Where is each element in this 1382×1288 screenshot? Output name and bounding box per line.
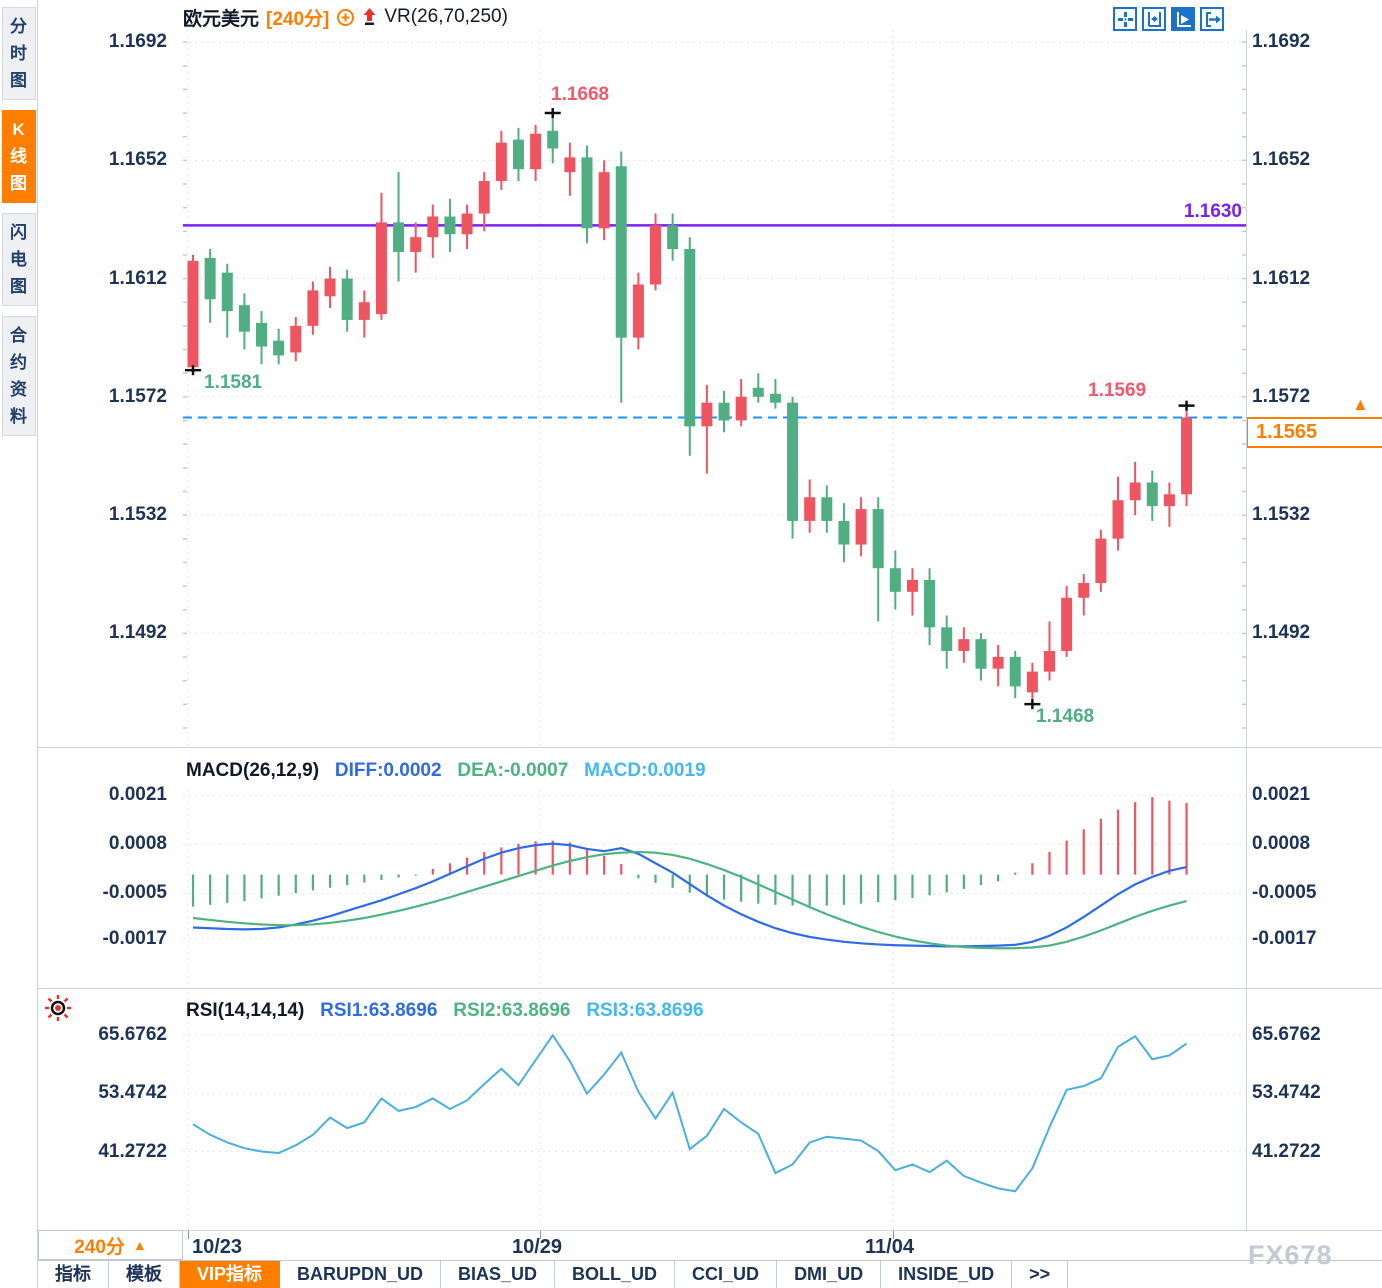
tab-BIAS_UD[interactable]: BIAS_UD <box>441 1261 556 1288</box>
chart-toolbar <box>1113 7 1224 31</box>
y-axis-label: 1.1572 <box>1252 385 1311 407</box>
price-annotation: 1.1581 <box>204 372 263 393</box>
y-axis-label: 1.1532 <box>1252 503 1311 525</box>
axis-range-icon[interactable] <box>1142 7 1166 31</box>
chart-header: 欧元美元 [240分] VR(26,70,250) <box>183 4 508 30</box>
tab-BOLL_UD[interactable]: BOLL_UD <box>555 1261 676 1288</box>
current-price-box: 1.1565 <box>1246 417 1382 449</box>
y-axis-label: -0.0005 <box>1252 882 1317 904</box>
price-annotation: 1.1468 <box>1036 706 1095 727</box>
y-axis-label: 1.1612 <box>108 267 167 289</box>
sidebar-item-闪电图[interactable]: 闪 电 图 <box>1 213 36 306</box>
y-axis-label: 0.0008 <box>1252 833 1311 855</box>
y-axis-label: 41.2722 <box>1252 1140 1321 1162</box>
rsi-header: RSI(14,14,14) RSI1:63.8696 RSI2:63.8696 … <box>186 1000 704 1022</box>
time-tick <box>540 1231 541 1239</box>
period-selector[interactable]: 240分 ▲ <box>38 1230 183 1260</box>
y-axis-label: 1.1532 <box>108 503 167 525</box>
period-label: 240分 <box>74 1236 125 1258</box>
y-axis-label: 53.4742 <box>1252 1082 1321 1104</box>
time-tick <box>188 1231 189 1239</box>
rsi-title: RSI(14,14,14) <box>186 1000 305 1021</box>
add-indicator-icon[interactable] <box>336 8 355 27</box>
time-axis-label: 10/29 <box>512 1236 563 1258</box>
rsi1-value: RSI1:63.8696 <box>320 1000 438 1021</box>
period-tag[interactable]: [240分] <box>266 8 330 30</box>
macd-dea-value: DEA:-0.0007 <box>457 760 569 781</box>
sidebar-item-K线图[interactable]: K 线 图 <box>1 110 36 203</box>
macd-value: MACD:0.0019 <box>584 760 706 781</box>
y-axis-label: 1.1692 <box>108 31 167 53</box>
y-axis-label: 65.6762 <box>1252 1023 1321 1045</box>
y-axis-label: 1.1652 <box>108 149 167 171</box>
y-axis-label: -0.0017 <box>102 927 167 949</box>
y-axis-label: 41.2722 <box>98 1140 167 1162</box>
watermark: FX678 <box>1248 1240 1333 1270</box>
macd-diff-value: DIFF:0.0002 <box>334 760 442 781</box>
tab-BARUPDN_UD[interactable]: BARUPDN_UD <box>280 1261 442 1288</box>
tab-INSIDE_UD[interactable]: INSIDE_UD <box>881 1261 1013 1288</box>
rsi2-value: RSI2:63.8696 <box>453 1000 571 1021</box>
y-axis-label: 1.1652 <box>1252 149 1311 171</box>
pan-icon[interactable] <box>1113 7 1137 31</box>
panel-divider <box>38 1230 1382 1231</box>
sidebar-item-分时图[interactable]: 分 时 图 <box>1 7 36 100</box>
time-axis-label: 11/04 <box>865 1236 914 1258</box>
macd-chart[interactable] <box>183 790 1246 986</box>
auto-follow-icon[interactable] <box>1171 7 1195 31</box>
view-switch-sidebar: 分 时 图 K 线 图闪 电 图合 约 资 料 <box>0 0 38 1288</box>
y-axis-label: 1.1692 <box>1252 31 1311 53</box>
rsi-chart[interactable] <box>183 992 1246 1230</box>
period-up-arrow-icon: ▲ <box>132 1237 147 1253</box>
tab-模板[interactable]: 模板 <box>109 1261 180 1288</box>
sidebar-item-合约资料[interactable]: 合 约 资 料 <box>1 316 36 436</box>
tab-指标[interactable]: 指标 <box>38 1261 109 1288</box>
main-candlestick-chart[interactable] <box>183 30 1246 747</box>
macd-header: MACD(26,12,9) DIFF:0.0002 DEA:-0.0007 MA… <box>186 760 706 782</box>
time-tick <box>893 1231 894 1239</box>
y-axis-label: 53.4742 <box>98 1082 167 1104</box>
price-up-arrow-icon: ▲ <box>1352 395 1369 415</box>
symbol-title: 欧元美元 <box>183 8 260 30</box>
y-axis-label: 0.0008 <box>108 833 167 855</box>
rsi3-value: RSI3:63.8696 <box>586 1000 704 1021</box>
overlay-indicator-label[interactable]: VR(26,70,250) <box>384 6 508 27</box>
panel-divider <box>38 747 1382 748</box>
tab-CCI_UD[interactable]: CCI_UD <box>675 1261 778 1288</box>
y-axis-label: 1.1572 <box>108 385 167 407</box>
y-axis-label: 1.1492 <box>1252 622 1311 644</box>
goto-latest-icon[interactable] <box>1200 7 1224 31</box>
right-axis-line <box>1246 30 1247 1230</box>
y-axis-label: 0.0021 <box>108 784 167 806</box>
tab-DMI_UD[interactable]: DMI_UD <box>777 1261 882 1288</box>
tab->>[interactable]: >> <box>1012 1261 1069 1288</box>
tab-VIP指标[interactable]: VIP指标 <box>180 1261 281 1288</box>
y-axis-label: -0.0005 <box>102 882 167 904</box>
price-annotation: 1.1569 <box>1088 380 1147 401</box>
indicator-tab-bar: 指标 模板 VIP指标 BARUPDN_UD BIAS_UD BOLL_UD CCI_UD D… <box>38 1260 1382 1288</box>
hline-price-label: 1.1630 <box>1183 201 1242 223</box>
vr-up-arrow-icon <box>362 7 377 28</box>
y-axis-label: 65.6762 <box>98 1023 167 1045</box>
indicator-settings-icon[interactable] <box>44 994 72 1022</box>
y-axis-label: -0.0017 <box>1252 927 1317 949</box>
y-axis-label: 0.0021 <box>1252 784 1311 806</box>
price-annotation: 1.1668 <box>551 84 610 105</box>
y-axis-label: 1.1612 <box>1252 267 1311 289</box>
macd-title: MACD(26,12,9) <box>186 760 320 781</box>
panel-divider <box>38 988 1382 989</box>
time-axis-label: 10/23 <box>192 1236 243 1258</box>
y-axis-label: 1.1492 <box>108 622 167 644</box>
